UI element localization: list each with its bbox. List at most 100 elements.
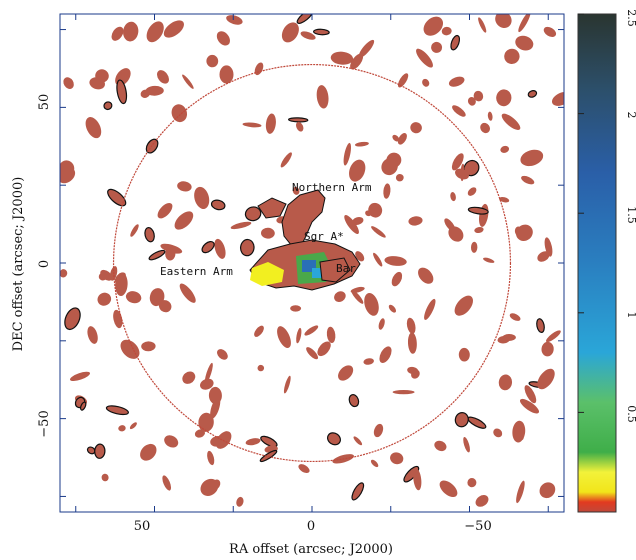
emission-clump — [351, 289, 364, 304]
emission-clump — [79, 401, 87, 411]
emission-clump — [94, 443, 106, 459]
emission-clump — [211, 479, 221, 490]
emission-clump — [431, 41, 443, 53]
emission-clump — [277, 326, 291, 349]
annotation-northern-arm: Northern Arm — [292, 181, 372, 194]
emission-clump — [478, 17, 487, 33]
emission-clump — [416, 48, 433, 68]
emission-clump — [207, 450, 215, 466]
emission-clump — [541, 341, 554, 357]
emission-clump — [105, 405, 129, 416]
emission-clump — [215, 431, 232, 449]
emission-clump — [410, 122, 422, 134]
emission-clump — [125, 291, 142, 304]
primary-beam-circle — [112, 63, 512, 463]
emission-clump — [383, 183, 391, 199]
emission-clump — [206, 54, 219, 68]
emission-clump — [460, 163, 465, 182]
emission-clump — [392, 134, 400, 142]
emission-clump — [182, 74, 194, 89]
emission-clump — [537, 251, 550, 262]
emission-clump — [422, 78, 430, 87]
emission-clump — [496, 89, 512, 107]
emission-clump — [265, 113, 276, 134]
emission-clump — [527, 90, 538, 98]
emission-clump — [513, 426, 524, 441]
emission-clump — [509, 313, 521, 321]
y-tick-label-0: 0 — [37, 260, 52, 268]
emission-clump — [95, 69, 109, 83]
colorbar-tick-2.5: 2.5 — [625, 9, 636, 27]
x-axis-label: RA offset (arcsec; J2000) — [229, 542, 393, 557]
bar-shape — [319, 257, 351, 283]
emission-clump — [539, 482, 556, 499]
emission-clump — [395, 173, 404, 182]
emission-clump — [120, 339, 140, 359]
emission-clump — [504, 48, 520, 65]
annotation-sgr-a: Sgr A* — [304, 230, 344, 243]
emission-clumps — [60, 14, 564, 507]
emission-clump — [452, 105, 466, 117]
emission-clump — [458, 347, 470, 362]
emission-clump — [254, 62, 264, 76]
emission-clump — [448, 76, 465, 87]
mini-spiral — [249, 189, 361, 291]
emission-clump — [60, 269, 68, 278]
emission-clump — [162, 475, 172, 491]
emission-clump — [467, 478, 477, 488]
x-tick-label-neg50: −50 — [464, 519, 491, 534]
emission-clump — [413, 468, 422, 491]
emission-clump — [317, 341, 331, 357]
emission-clump — [348, 394, 360, 408]
emission-clump — [158, 300, 172, 313]
emission-clump — [316, 85, 329, 109]
annotation-eastern-arm: Eastern Arm — [160, 265, 233, 278]
emission-clump — [487, 111, 493, 121]
emission-clump — [290, 305, 302, 312]
northern-arm-shape — [281, 189, 326, 249]
emission-clump — [63, 77, 74, 89]
emission-clump — [146, 21, 164, 43]
emission-clump — [384, 256, 407, 266]
emission-clump — [355, 251, 365, 262]
emission-clump — [208, 386, 222, 405]
emission-clump — [450, 34, 461, 51]
emission-clump — [450, 192, 456, 202]
emission-clump — [397, 73, 409, 88]
emission-clump — [499, 196, 510, 203]
emission-clump — [300, 31, 316, 40]
emission-clump — [338, 365, 354, 381]
emission-clump — [217, 349, 228, 360]
emission-clump — [434, 440, 447, 452]
emission-clump — [326, 326, 336, 344]
emission-clump — [97, 292, 112, 306]
emission-clump — [261, 227, 275, 239]
emission-clump — [391, 271, 403, 287]
emission-clump — [177, 181, 192, 192]
emission-clump — [390, 452, 404, 465]
emission-clump — [368, 202, 383, 218]
emission-clump — [98, 272, 108, 281]
sgr-a-core-cyan — [312, 268, 322, 278]
emission-clump — [259, 449, 278, 463]
emission-clump — [463, 437, 470, 453]
emission-clump — [344, 215, 359, 234]
emission-clump — [363, 358, 374, 365]
x-tick-label-50: 50 — [134, 519, 151, 534]
emission-clump — [298, 464, 310, 474]
emission-clump — [130, 224, 139, 237]
emission-clump — [467, 206, 489, 215]
emission-clump — [500, 145, 510, 153]
emission-clump — [371, 226, 386, 238]
emission-clump — [118, 425, 126, 432]
emission-clump — [230, 221, 252, 230]
emission-clump — [480, 122, 490, 134]
emission-clump — [165, 247, 176, 261]
emission-clump — [352, 216, 364, 226]
emission-clump — [474, 226, 484, 234]
emission-clump — [239, 238, 255, 257]
emission-clump — [515, 35, 534, 51]
emission-clump — [260, 435, 278, 448]
emission-clump — [537, 368, 555, 390]
emission-clump — [448, 226, 464, 242]
